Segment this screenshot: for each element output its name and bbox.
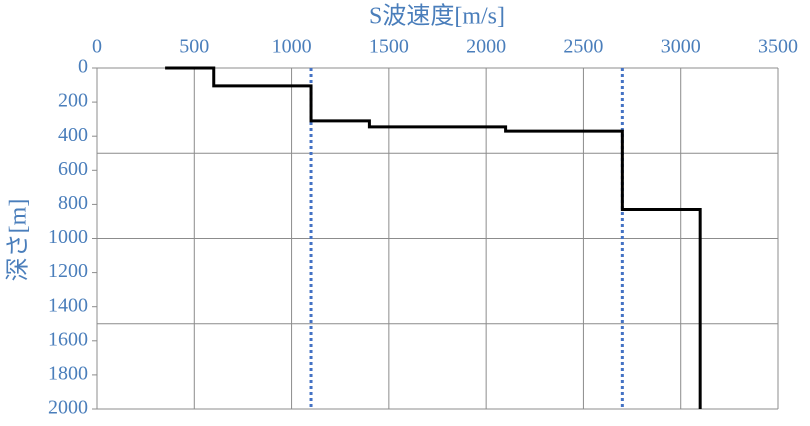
x-tick-label: 2000 [466, 36, 506, 58]
x-axis-label: S波速度[m/s] [369, 3, 505, 30]
y-tick-label: 2000 [48, 397, 88, 419]
y-tick-label: 1800 [48, 362, 88, 384]
y-tick-label: 0 [78, 56, 88, 78]
x-tick-label: 0 [92, 36, 102, 58]
y-tick-label: 1400 [48, 294, 88, 316]
x-tick-label: 1500 [369, 36, 409, 58]
y-tick-label: 600 [58, 158, 88, 180]
y-tick-label: 1600 [48, 328, 88, 350]
y-tick-label: 1200 [48, 260, 88, 282]
x-tick-label: 1000 [272, 36, 312, 58]
y-tick-label: 800 [58, 192, 88, 214]
y-tick-label: 200 [58, 90, 88, 112]
x-tick-label: 2500 [563, 36, 603, 58]
y-tick-label: 400 [58, 124, 88, 146]
y-axis-label: 深さ[m] [5, 199, 32, 282]
x-tick-label: 3000 [661, 36, 701, 58]
y-tick-label: 1000 [48, 226, 88, 248]
data-line [165, 66, 702, 409]
x-tick-label: 500 [179, 36, 209, 58]
x-tick-label: 3500 [758, 36, 798, 58]
